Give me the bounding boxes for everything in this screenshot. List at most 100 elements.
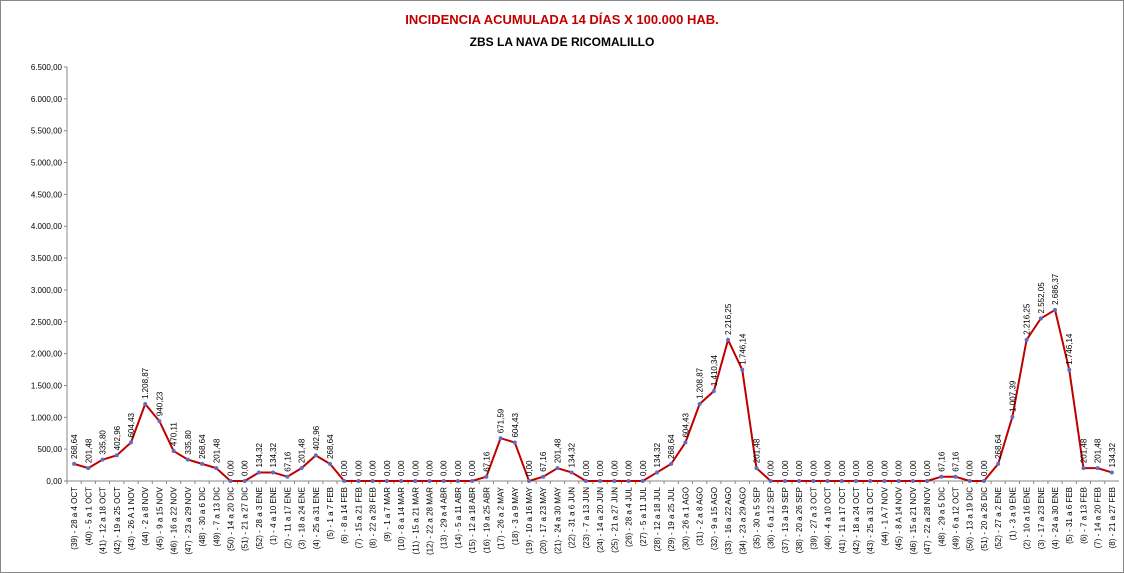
x-tick-label: (49) - 7 a 13 DIC: [212, 487, 221, 547]
data-point: [640, 479, 645, 483]
y-tick-label: 5.000,00: [31, 159, 63, 168]
data-point: [854, 479, 858, 483]
x-tick-label: (7) - 14 a 20 FEB: [1094, 487, 1103, 548]
data-point: [299, 466, 304, 471]
data-point: [512, 440, 517, 445]
data-label: 134,32: [653, 442, 662, 467]
data-point: [825, 479, 830, 483]
x-tick-label: (30) - 26 a 1 AGO: [681, 487, 690, 550]
y-tick-label: 0,00: [46, 477, 62, 486]
data-label: 1.208,87: [141, 367, 150, 399]
data-label: 0,00: [639, 460, 648, 476]
x-tick-label: (50) - 14 a 20 DIC: [226, 487, 235, 551]
data-point: [214, 466, 219, 471]
data-point: [100, 457, 105, 462]
x-tick-label: (46) - 16 a 22 NOV: [170, 486, 179, 554]
data-label: 470,11: [170, 422, 179, 446]
x-tick-label: (5) - 31 a 6 FEB: [1065, 487, 1074, 544]
data-point: [683, 440, 688, 445]
x-tick-label: (44) - 1 A 7 NOV: [880, 486, 889, 545]
data-label: 604,43: [127, 412, 136, 437]
data-point: [470, 479, 475, 483]
data-label: 0,00: [980, 460, 989, 476]
data-point: [896, 479, 901, 483]
data-point: [953, 474, 958, 479]
x-tick-label: (18) - 3 a 9 MAY: [511, 486, 520, 545]
data-label: 1.746,14: [1065, 333, 1074, 365]
data-point: [455, 479, 460, 483]
x-tick-label: (41) - 11 a 17 OCT: [838, 487, 847, 554]
data-point: [1067, 367, 1072, 372]
x-tick-label: (46) - 15 a 21 NOV: [909, 486, 918, 554]
x-tick-label: (36) - 6 a 12 SEP: [767, 487, 776, 549]
data-label: 0,00: [781, 460, 790, 476]
data-label: 0,00: [795, 460, 804, 476]
data-point: [114, 453, 119, 458]
y-tick-label: 4.000,00: [31, 222, 63, 231]
y-tick-label: 500,00: [38, 445, 63, 454]
data-label: 0,00: [454, 460, 463, 476]
data-label: 0,00: [895, 460, 904, 476]
x-tick-label: (5) - 1 a 7 FEB: [326, 487, 335, 539]
data-point: [1053, 307, 1058, 312]
data-label: 604,43: [511, 412, 520, 437]
data-label: 1.410,34: [710, 354, 719, 386]
data-label: 201,48: [298, 438, 307, 463]
data-point: [1010, 414, 1015, 419]
data-point: [612, 479, 617, 483]
x-tick-label: (41) - 12 a 18 OCT: [99, 487, 108, 554]
x-tick-label: (34) - 23 a 29 AGO: [738, 487, 747, 555]
data-label: 0,00: [610, 460, 619, 476]
data-label: 1.007,39: [1008, 380, 1017, 412]
y-tick-label: 6.000,00: [31, 95, 63, 104]
data-label: 0,00: [909, 460, 918, 476]
x-tick-label: (2) - 10 a 16 ENE: [1023, 487, 1032, 549]
data-point: [313, 453, 318, 458]
x-tick-label: (38) - 20 a 26 SEP: [795, 487, 804, 553]
x-tick-label: (45) - 9 a 15 NOV: [155, 486, 164, 550]
data-point: [669, 461, 674, 466]
data-point: [370, 479, 375, 483]
y-tick-label: 1.000,00: [31, 413, 63, 422]
x-tick-label: (19) - 10 a 16 MAY: [525, 486, 534, 554]
y-tick-label: 2.500,00: [31, 318, 63, 327]
data-label: 2.552,05: [1037, 282, 1046, 314]
data-point: [285, 474, 290, 479]
data-point: [569, 470, 574, 475]
data-point: [484, 474, 489, 479]
data-label: 0,00: [767, 460, 776, 476]
data-label: 201,48: [84, 438, 93, 463]
data-point: [910, 479, 915, 483]
data-label: 2.686,37: [1051, 273, 1060, 305]
x-tick-label: (52) - 27 a 2 ENE: [994, 487, 1003, 549]
x-tick-label: (20) - 17 a 23 MAY: [539, 486, 548, 554]
data-point: [498, 436, 503, 441]
x-tick-label: (27) - 5 a 11 JUL: [639, 486, 648, 546]
data-label: 2.216,25: [724, 303, 733, 335]
x-tick-label: (45) - 8 A 14 NOV: [895, 486, 904, 550]
data-point: [626, 479, 631, 483]
data-point: [981, 479, 986, 483]
data-point: [242, 479, 247, 483]
data-label: 201,48: [212, 438, 221, 463]
data-point: [1038, 316, 1043, 321]
x-tick-label: (3) - 18 a 24 ENE: [298, 487, 307, 549]
data-label: 604,43: [681, 412, 690, 437]
data-label: 201,48: [553, 438, 562, 463]
data-point: [356, 479, 361, 483]
data-label: 0,00: [340, 460, 349, 476]
data-point: [399, 479, 404, 483]
x-tick-label: (15) - 12 a 18 ABR: [468, 487, 477, 553]
data-label: 0,00: [468, 460, 477, 476]
x-tick-label: (50) - 13 a 19 DIC: [966, 487, 975, 551]
data-point: [541, 474, 546, 479]
x-tick-label: (44) - 2 a 8 NOV: [141, 486, 150, 545]
x-tick-label: (49) - 6 a 12 OCT: [952, 487, 961, 550]
data-label: 0,00: [383, 460, 392, 476]
data-label: 0,00: [440, 460, 449, 476]
data-label: 67,16: [539, 451, 548, 472]
data-label: 0,00: [866, 460, 875, 476]
x-tick-label: (21) - 24 a 30 MAY: [553, 486, 562, 554]
